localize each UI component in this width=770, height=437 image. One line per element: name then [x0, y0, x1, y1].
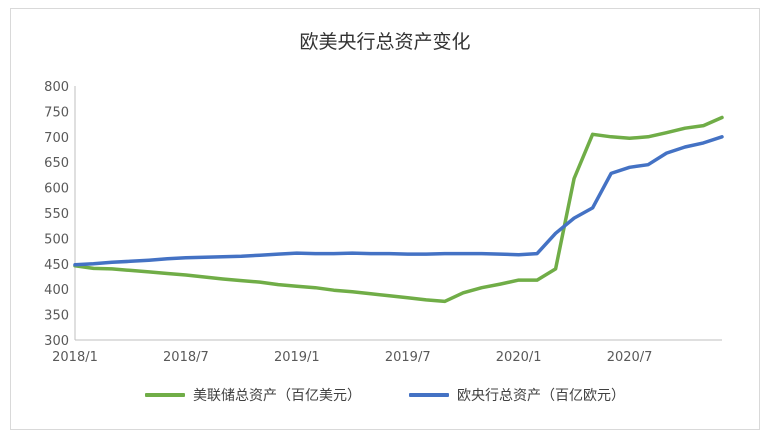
legend-swatch-ecb [409, 393, 449, 397]
chart-title: 欧美央行总资产变化 [299, 31, 471, 53]
y-tick-label: 550 [44, 207, 69, 222]
x-tick-label: 2018/1 [52, 350, 98, 365]
legend-item-fed: 美联储总资产（百亿美元） [145, 385, 361, 405]
y-tick-label: 650 [44, 156, 69, 171]
chart-frame: 欧美央行总资产变化 [10, 8, 760, 430]
y-tick-label: 800 [44, 80, 69, 95]
y-tick-label: 350 [44, 309, 69, 324]
legend: 美联储总资产（百亿美元） 欧央行总资产（百亿欧元） [0, 385, 770, 405]
x-axis: 2018/1 2018/7 2019/1 2019/7 2020/1 2020/7 [52, 339, 722, 365]
y-tick-label: 500 [44, 232, 69, 247]
x-tick-label: 2019/7 [385, 350, 431, 365]
y-axis: 300 350 400 450 500 550 600 650 700 750 800 [44, 80, 76, 349]
legend-item-ecb: 欧央行总资产（百亿欧元） [409, 385, 625, 405]
series-lines [73, 115, 724, 304]
x-tick-label: 2019/1 [274, 350, 320, 365]
series-line-1 [73, 135, 724, 267]
y-tick-label: 400 [44, 283, 69, 298]
legend-label-ecb: 欧央行总资产（百亿欧元） [457, 388, 625, 404]
y-tick-label: 700 [44, 131, 69, 146]
y-tick-label: 450 [44, 258, 69, 273]
x-tick-label: 2020/7 [607, 350, 653, 365]
y-tick-label: 300 [44, 334, 69, 349]
x-tick-label: 2020/1 [496, 350, 542, 365]
legend-swatch-fed [145, 393, 185, 397]
y-tick-label: 750 [44, 105, 69, 120]
y-tick-label: 600 [44, 182, 69, 197]
legend-label-fed: 美联储总资产（百亿美元） [193, 388, 361, 404]
series-line-0 [73, 115, 724, 304]
x-tick-label: 2018/7 [163, 350, 209, 365]
